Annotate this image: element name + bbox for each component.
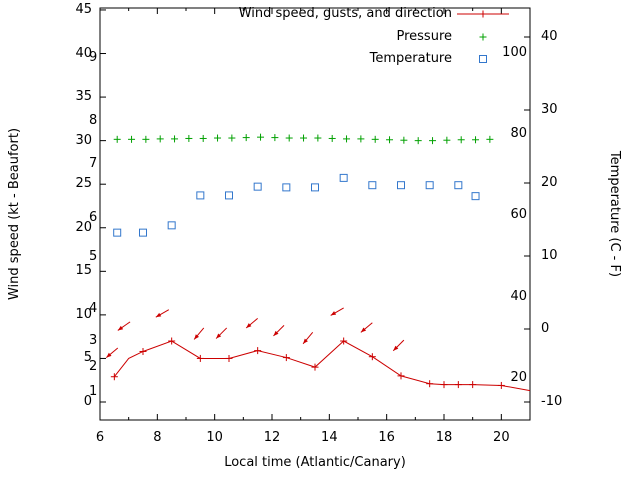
wind-gust-vector-head — [246, 323, 252, 329]
wind-gust-vector-head — [393, 345, 399, 351]
x-axis-title: Local time (Atlantic/Canary) — [224, 455, 406, 470]
temperature-point — [225, 191, 233, 200]
temperature-point — [196, 191, 205, 200]
wind-gust-vector-head — [117, 325, 124, 331]
wind-gust-vector-head — [216, 333, 222, 339]
wind-gust-vector-head — [273, 330, 279, 336]
temperature-point — [425, 181, 434, 190]
temperature-point — [339, 173, 348, 182]
temperature-point — [113, 228, 122, 237]
wind-gust-vector-head — [303, 338, 308, 344]
y-right-axis-title: Temperature (C - F) — [607, 150, 622, 278]
temperature-point — [368, 181, 377, 190]
temperature-point — [253, 182, 262, 191]
wind-speed-line — [113, 340, 531, 392]
wind-gust-vector-head — [194, 334, 199, 340]
legend-wind-label: Wind speed, gusts, and direction — [238, 6, 452, 21]
temperature-point — [471, 192, 480, 201]
wind-gust-vector-head — [360, 327, 367, 333]
legend-pressure-label: Pressure — [396, 29, 452, 44]
temperature-point — [397, 181, 405, 190]
y-left-axis-title: Wind speed (kt - Beaufort) — [7, 127, 22, 301]
temperature-point — [454, 181, 463, 190]
temperature-point — [282, 183, 291, 192]
legend-temperature-label: Temperature — [369, 51, 452, 66]
temperature-point — [139, 228, 147, 237]
wind-gust-vector-head — [155, 312, 162, 318]
wind-gust-vector-head — [330, 311, 337, 316]
wind-gust-vector-head — [106, 352, 112, 358]
plot-border — [99, 7, 531, 421]
legend-temperature-sample-marker — [479, 55, 487, 63]
temperature-point — [167, 221, 176, 230]
temperature-point — [311, 183, 319, 192]
